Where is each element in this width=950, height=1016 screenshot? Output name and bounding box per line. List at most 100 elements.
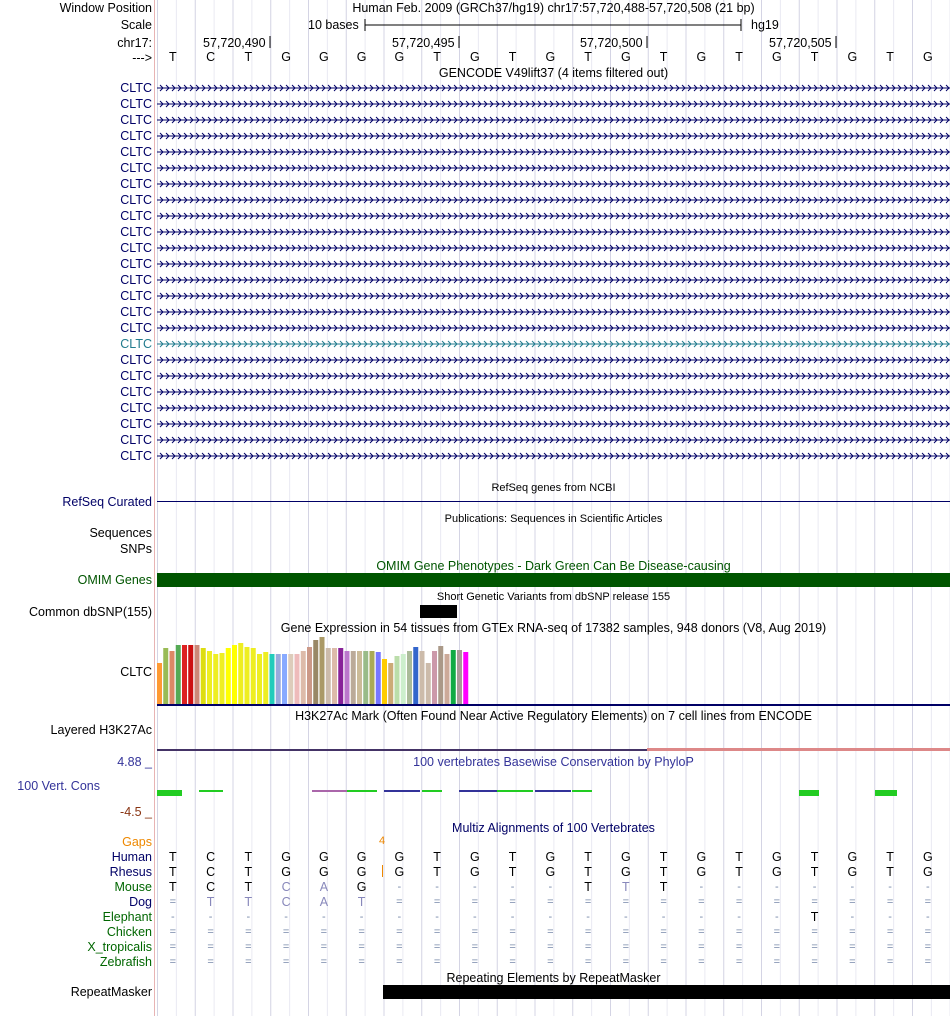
refseq-line[interactable] [157, 501, 950, 502]
dna-base: G [281, 50, 291, 64]
multiz-base: G [470, 865, 480, 879]
gencode-item-label[interactable]: CLTC [120, 449, 152, 463]
strand-arrows [159, 452, 950, 460]
gtex-tissue-bar [282, 654, 287, 704]
multiz-base: = [282, 941, 290, 953]
omim-track-label[interactable]: OMIM Genes [77, 573, 152, 587]
phylop-mark [535, 790, 571, 792]
dna-base: T [810, 50, 819, 64]
gtex-tissue-bar [257, 654, 262, 704]
gencode-item-label[interactable]: CLTC [120, 145, 152, 159]
refseq-track-label[interactable]: RefSeq Curated [62, 495, 152, 509]
phylop-mark [422, 790, 442, 792]
multiz-base: = [811, 956, 818, 968]
multiz-base: = [698, 956, 705, 968]
multiz-base: T [622, 880, 630, 894]
multiz-base: = [245, 941, 252, 953]
multiz-base: T [244, 895, 253, 909]
gtex-tissue-bar [207, 651, 212, 704]
gencode-item-label[interactable]: CLTC [120, 337, 152, 351]
gencode-item-label[interactable]: CLTC [120, 417, 152, 431]
dbsnp-variant[interactable] [420, 605, 457, 618]
phylop-signal[interactable] [157, 780, 950, 804]
multiz-base: = [773, 956, 781, 968]
gtex-tissue-bar [213, 654, 219, 704]
gtex-tissue-bar [438, 646, 444, 704]
gencode-item-label[interactable]: CLTC [120, 209, 152, 223]
gencode-item-label[interactable]: CLTC [120, 433, 152, 447]
omim-feature-bar[interactable] [157, 573, 950, 587]
multiz-base: = [773, 926, 781, 938]
multiz-base: = [773, 941, 781, 953]
gtex-tissue-bar [157, 663, 162, 704]
gencode-item-label[interactable]: CLTC [120, 289, 152, 303]
multiz-base: G [545, 850, 556, 864]
gencode-transcripts[interactable] [157, 80, 950, 480]
multiz-species-label: Rhesus [109, 865, 152, 879]
multiz-base: - [510, 881, 515, 893]
multiz-base: G [847, 850, 858, 864]
gencode-item-label[interactable]: CLTC [120, 385, 152, 399]
multiz-base: = [282, 926, 290, 938]
pubs-track-title: Publications: Sequences in Scientific Ar… [444, 513, 663, 525]
multiz-species-label: Dog [129, 895, 152, 909]
multiz-base: = [433, 941, 441, 953]
multiz-base: - [322, 911, 326, 923]
multiz-base: = [698, 941, 705, 953]
gtex-track-title: Gene Expression in 54 tissues from GTEx … [280, 621, 827, 635]
multiz-base: = [169, 896, 177, 908]
gencode-item-label[interactable]: CLTC [120, 225, 152, 239]
multiz-base: = [358, 941, 365, 953]
gencode-item-label[interactable]: CLTC [120, 113, 152, 127]
multiz-base: = [320, 956, 328, 968]
multiz-base: - [284, 911, 288, 923]
gencode-item-label[interactable]: CLTC [120, 193, 152, 207]
multiz-base: - [661, 911, 666, 923]
gencode-item-label[interactable]: CLTC [120, 161, 152, 175]
multiz-base: T [735, 850, 743, 864]
repeatmasker-track-label[interactable]: RepeatMasker [70, 985, 152, 999]
phylop-track-label[interactable]: 100 Vert. Cons [17, 779, 100, 793]
dna-base: G [356, 50, 367, 64]
strand-arrows [159, 292, 950, 300]
multiz-base: - [699, 911, 704, 923]
dbsnp-track-label[interactable]: Common dbSNP(155) [29, 605, 152, 619]
multiz-base: T [244, 865, 253, 879]
gtex-track-label[interactable]: CLTC [120, 665, 152, 679]
multiz-species-label: Mouse [114, 880, 152, 894]
gtex-expression-bars[interactable] [157, 636, 557, 704]
multiz-base: = [622, 941, 630, 953]
dna-base: G [470, 50, 480, 64]
multiz-base: = [660, 941, 667, 953]
gtex-tissue-bar [163, 648, 169, 704]
gencode-item-label[interactable]: CLTC [120, 305, 152, 319]
multiz-base: = [849, 941, 856, 953]
repeatmasker-feature[interactable] [383, 985, 950, 999]
gencode-item-label[interactable]: CLTC [120, 97, 152, 111]
gencode-item-label[interactable]: CLTC [120, 257, 152, 271]
h3k27ac-signal-low [157, 749, 647, 751]
gencode-item-label[interactable]: CLTC [120, 241, 152, 255]
multiz-base: - [586, 911, 590, 923]
gencode-item-label[interactable]: CLTC [120, 81, 152, 95]
gtex-tissue-bar [250, 648, 256, 704]
gencode-item-label[interactable]: CLTC [120, 321, 152, 335]
gencode-item-label[interactable]: CLTC [120, 401, 152, 415]
multiz-base: C [206, 850, 216, 864]
strand-arrows [159, 308, 950, 316]
multiz-base: T [508, 865, 517, 879]
pubs-label-line2: SNPs [120, 542, 152, 556]
multiz-base: T [584, 865, 592, 879]
gtex-tissue-bar [357, 651, 362, 704]
gencode-item-label[interactable]: CLTC [120, 177, 152, 191]
gencode-item-label[interactable]: CLTC [120, 369, 152, 383]
multiz-species-label: X_tropicalis [87, 940, 152, 954]
gencode-item-label[interactable]: CLTC [120, 353, 152, 367]
dna-base: G [394, 50, 405, 64]
gencode-item-label[interactable]: CLTC [120, 129, 152, 143]
phylop-mark [347, 790, 377, 792]
h3k27ac-track-label[interactable]: Layered H3K27Ac [50, 723, 152, 737]
gencode-item-label[interactable]: CLTC [120, 273, 152, 287]
multiz-base: = [358, 926, 365, 938]
